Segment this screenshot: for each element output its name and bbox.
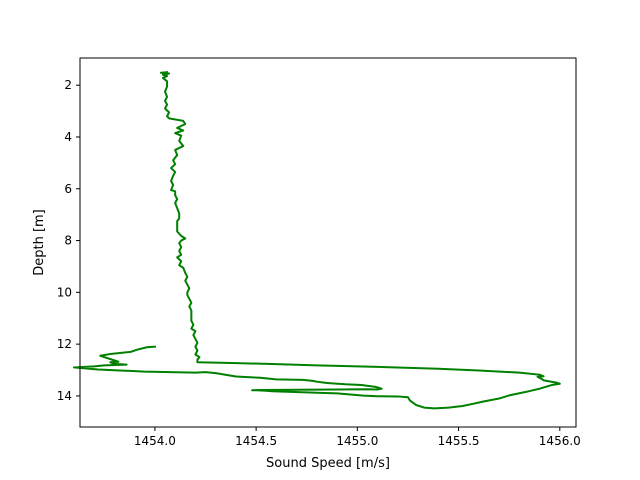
y-tick-label: 12: [57, 337, 72, 351]
line-layer: [72, 71, 561, 410]
y-tick-label: 10: [57, 285, 72, 299]
x-tick-label: 1456.0: [539, 434, 581, 448]
plot-frame: [79, 57, 577, 428]
series-line: [72, 71, 561, 410]
y-tick-label: 8: [64, 234, 72, 248]
y-axis-label: Depth [m]: [32, 209, 47, 276]
y-tick-label: 14: [57, 389, 72, 403]
y-tick-label: 6: [64, 182, 72, 196]
x-tick-label: 1455.0: [336, 434, 378, 448]
ticks-layer: 1454.0 1454.5 1455.0 1455.5 1456.0 2 4 6 8 10 12 14: [57, 78, 581, 448]
y-tick-label: 4: [64, 130, 72, 144]
x-tick-label: 1455.5: [438, 434, 480, 448]
y-tick-label: 2: [64, 78, 72, 92]
x-tick-label: 1454.0: [134, 434, 176, 448]
x-tick-label: 1454.5: [235, 434, 277, 448]
x-axis-label: Sound Speed [m/s]: [266, 456, 390, 471]
